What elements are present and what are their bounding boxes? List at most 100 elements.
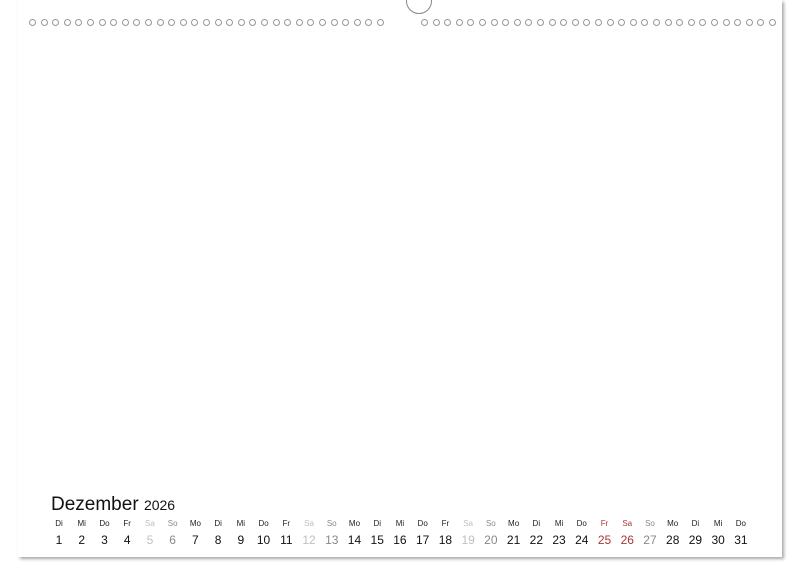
weekday-label: Di: [214, 519, 222, 528]
binding-ring: [237, 19, 245, 26]
binding-ring: [548, 19, 556, 26]
binding-ring: [249, 19, 257, 26]
binding-ring: [583, 19, 591, 26]
binding-ring: [330, 19, 338, 26]
day-number: 3: [101, 533, 108, 547]
weekday-label: Mi: [713, 519, 723, 528]
weekday-label: Sa: [145, 519, 155, 528]
binding-ring: [421, 19, 428, 26]
binding-ring: [377, 19, 384, 26]
day-number: 26: [620, 533, 634, 547]
binding-ring: [455, 19, 463, 26]
binding-ring: [110, 19, 118, 26]
binding-ring: [75, 19, 83, 26]
day-number: 29: [688, 533, 703, 547]
day-number: 23: [552, 533, 566, 547]
day-number: 25: [597, 533, 612, 547]
binding-ring: [734, 19, 742, 26]
day-number: 22: [529, 533, 543, 547]
day-number: 8: [214, 533, 222, 547]
weekday-label: Sa: [304, 519, 314, 528]
binding-ring: [432, 19, 440, 26]
day-number: 12: [302, 533, 316, 547]
day-number: 5: [146, 533, 154, 547]
weekday-label: Di: [532, 519, 541, 528]
binding-ring: [722, 19, 730, 26]
weekday-label: Mo: [348, 519, 361, 528]
weekday-label: Mi: [554, 519, 564, 528]
binding-ring: [365, 19, 373, 26]
binding-ring: [757, 19, 765, 26]
day-number: 10: [256, 533, 271, 547]
day-number: 17: [415, 533, 430, 547]
day-number: 6: [169, 533, 176, 547]
binding-ring: [342, 19, 350, 26]
weekday-label: Di: [691, 519, 700, 528]
binding-ring: [353, 19, 361, 26]
binding-ring: [467, 19, 475, 26]
binding-ring: [284, 19, 292, 26]
binding-ring: [307, 19, 315, 26]
weekday-label: Fr: [123, 519, 131, 528]
day-number: 11: [280, 533, 293, 547]
binding-ring: [618, 19, 626, 26]
day-number: 31: [734, 533, 748, 547]
binding-ring: [571, 19, 579, 26]
binding-ring: [479, 19, 486, 26]
weekday-label: Fr: [282, 519, 291, 528]
binding-ring: [87, 19, 94, 26]
day-number: 15: [370, 533, 384, 547]
binding-ring: [699, 19, 707, 26]
binding-ring: [156, 19, 164, 26]
weekday-label: Do: [576, 519, 587, 528]
weekday-label: Do: [735, 519, 746, 528]
weekday-label: Do: [417, 519, 428, 528]
binding-ring: [203, 19, 210, 26]
binding-ring: [295, 19, 303, 26]
binding-ring: [513, 19, 521, 26]
weekday-label: Sa: [463, 519, 474, 528]
day-number: 21: [506, 533, 521, 547]
month-title: Dezember 2026: [51, 494, 175, 516]
binding-ring: [687, 19, 695, 26]
day-number: 13: [325, 533, 339, 547]
binding-ring: [40, 19, 48, 26]
binding-ring: [560, 19, 568, 26]
year: 2026: [143, 497, 176, 513]
weekday-label: Do: [258, 519, 269, 528]
binding-ring: [641, 19, 649, 26]
day-number: 16: [393, 533, 407, 547]
binding-ring: [29, 19, 36, 26]
weekday-label: Di: [55, 519, 63, 528]
weekday-label: Fr: [600, 519, 609, 528]
day-number: 14: [347, 533, 362, 547]
binding-ring: [226, 19, 234, 26]
binding-ring: [525, 19, 533, 26]
binding-ring: [52, 19, 60, 26]
binding-ring: [745, 19, 753, 26]
binding-ring: [98, 19, 106, 26]
day-number: 24: [575, 533, 589, 547]
binding-ring: [676, 19, 684, 26]
weekday-label: Mo: [189, 519, 201, 528]
month-name: Dezember: [51, 494, 139, 515]
binding-ring: [168, 19, 176, 26]
weekday-label: Mo: [667, 519, 679, 528]
binding-ring: [444, 19, 452, 26]
day-number: 2: [78, 533, 86, 547]
weekday-label: So: [326, 519, 337, 528]
day-number: 7: [192, 533, 199, 547]
day-number: 9: [237, 533, 245, 547]
binding-ring: [537, 19, 544, 26]
weekday-label: Mi: [77, 519, 86, 528]
day-number: 20: [484, 533, 498, 547]
day-number: 1: [55, 533, 63, 547]
binding-ring: [179, 19, 187, 26]
binding-ring: [133, 19, 141, 26]
binding-ring: [63, 19, 71, 26]
day-number: 4: [123, 533, 131, 547]
weekday-label: Sa: [622, 519, 633, 528]
binding-ring: [319, 19, 326, 26]
binding-ring: [769, 19, 776, 26]
binding-ring: [606, 19, 614, 26]
